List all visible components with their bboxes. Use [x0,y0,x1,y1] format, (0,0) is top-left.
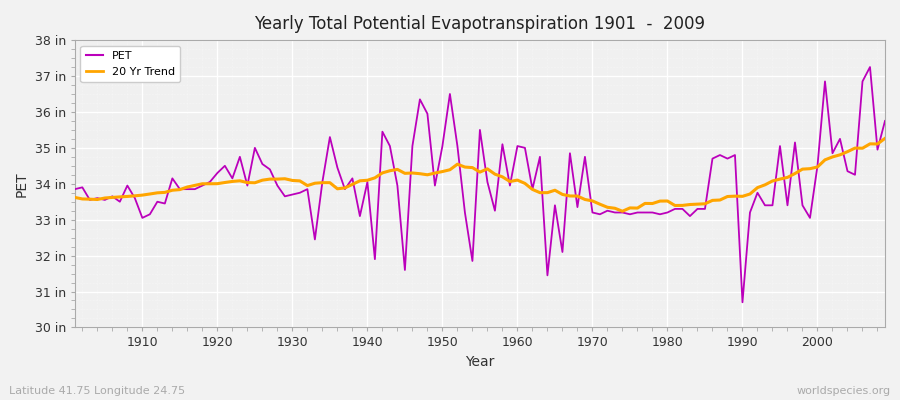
Title: Yearly Total Potential Evapotranspiration 1901  -  2009: Yearly Total Potential Evapotranspiratio… [255,15,706,33]
Y-axis label: PET: PET [15,171,29,196]
Text: Latitude 41.75 Longitude 24.75: Latitude 41.75 Longitude 24.75 [9,386,185,396]
X-axis label: Year: Year [465,355,495,369]
Text: worldspecies.org: worldspecies.org [796,386,891,396]
Legend: PET, 20 Yr Trend: PET, 20 Yr Trend [80,46,180,82]
